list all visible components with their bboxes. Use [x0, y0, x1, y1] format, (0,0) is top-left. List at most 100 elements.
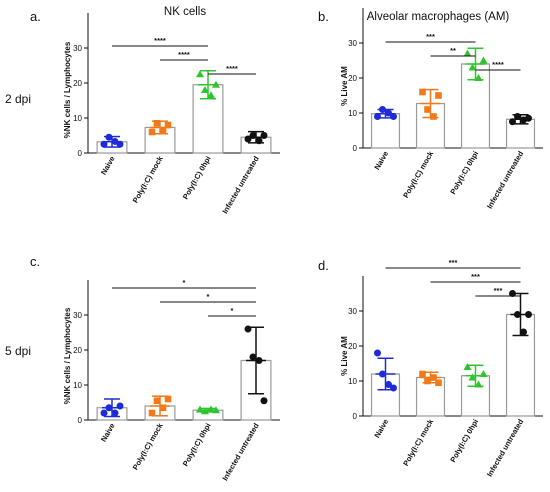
x-tick-label: Poly(I:C) 0hpi — [181, 422, 213, 468]
y-axis-label: % Live AM — [340, 336, 349, 376]
data-point — [201, 86, 209, 93]
y-tick-label: 20 — [348, 342, 357, 351]
data-point — [390, 384, 397, 392]
data-point — [105, 404, 113, 412]
data-point — [463, 49, 472, 57]
x-tick-label: Poly(I:C) 0hpi — [448, 418, 480, 464]
y-tick-label: 30 — [348, 39, 357, 48]
panel-1: a. %NK cells / Lymphocytes 0 10 20 30 Naive Pol… — [30, 9, 280, 215]
significance-label: **** — [492, 60, 504, 69]
x-tick-label: Naive — [99, 422, 117, 444]
data-point — [260, 397, 268, 405]
data-point — [525, 114, 532, 122]
x-tick-label: Infected untreated — [485, 417, 526, 478]
y-tick-label: 10 — [73, 381, 82, 390]
data-point — [419, 370, 426, 378]
significance-label: **** — [226, 64, 238, 73]
data-point — [390, 113, 397, 120]
y-tick-label: 10 — [348, 109, 357, 118]
data-point — [255, 137, 263, 145]
data-point — [419, 88, 426, 96]
data-point — [212, 80, 220, 88]
data-point — [153, 397, 161, 405]
x-tick-label: Poly(I:C) 0hpi — [181, 155, 213, 201]
data-point — [100, 140, 108, 148]
panel-letter: d. — [318, 258, 329, 273]
data-point — [525, 311, 532, 318]
col-title-nk: NK cells — [164, 6, 206, 18]
data-point — [244, 325, 252, 333]
data-point — [255, 357, 263, 364]
data-point — [374, 113, 381, 120]
data-point — [435, 379, 442, 387]
panel-letter: b. — [318, 9, 329, 24]
y-tick-label: 30 — [348, 307, 357, 316]
data-point — [153, 119, 161, 127]
data-point — [249, 353, 257, 361]
y-tick-label: 0 — [353, 412, 358, 421]
x-tick-label: Infected untreated — [485, 149, 526, 210]
y-tick-label: 10 — [348, 377, 357, 386]
data-point — [148, 409, 156, 417]
data-point — [105, 133, 113, 141]
data-point — [116, 140, 124, 148]
data-point — [463, 363, 472, 370]
x-tick-label: Infected untreated — [220, 421, 261, 482]
data-point — [196, 405, 204, 413]
significance-label: *** — [449, 258, 458, 267]
data-point — [474, 74, 483, 81]
x-tick-label: Infected untreated — [220, 154, 261, 215]
data-point — [385, 109, 392, 117]
data-point — [514, 311, 521, 318]
panel-3: c. %NK cells / Lymphocytes 0 10 20 30 Naive Pol… — [30, 254, 280, 482]
data-point — [479, 56, 488, 64]
data-point — [509, 118, 516, 126]
data-point — [100, 409, 108, 417]
y-tick-label: 0 — [353, 144, 358, 153]
data-point — [164, 395, 172, 403]
data-point — [474, 380, 483, 388]
data-point — [207, 91, 215, 99]
significance-label: *** — [471, 272, 480, 281]
data-point — [468, 63, 477, 71]
data-point — [244, 135, 252, 143]
y-axis-label: % Live AM — [340, 66, 349, 106]
y-tick-label: 20 — [348, 74, 357, 83]
panels: a. %NK cells / Lymphocytes 0 10 20 30 Naive Pol… — [30, 8, 543, 482]
significance-label: * — [207, 292, 210, 301]
data-point — [207, 405, 215, 413]
significance-label: * — [183, 278, 186, 287]
data-point — [111, 409, 119, 417]
panel-letter: a. — [30, 9, 41, 24]
x-tick-label: Poly(I:C) 0hpi — [448, 150, 480, 196]
x-tick-label: Naive — [372, 418, 390, 440]
y-tick-label: 20 — [73, 346, 82, 355]
x-tick-label: Poly(I:C) mock — [401, 417, 435, 468]
row-label-2dpi: 2 dpi — [5, 92, 31, 106]
data-point — [520, 328, 527, 336]
x-tick-label: Poly(I:C) mock — [131, 421, 165, 472]
data-point — [424, 377, 431, 385]
significance-label: ** — [450, 46, 456, 55]
data-point — [430, 113, 437, 120]
y-tick-label: 20 — [73, 79, 82, 88]
panel-4: d. % Live AM 0 10 20 30 Naive Poly(I:C) mock Pol… — [318, 258, 543, 478]
data-point — [196, 70, 204, 78]
data-point — [468, 373, 477, 381]
y-tick-label: 30 — [73, 311, 82, 320]
y-tick-label: 10 — [73, 114, 82, 123]
y-tick-label: 0 — [78, 149, 83, 158]
significance-label: *** — [494, 286, 503, 295]
x-tick-label: Naive — [99, 155, 117, 177]
data-point — [509, 290, 516, 297]
data-point — [430, 374, 437, 381]
data-point — [424, 106, 431, 113]
data-point — [374, 349, 381, 357]
y-tick-label: 30 — [73, 44, 82, 53]
panel-2: b. % Live AM 0 10 20 30 Naive Poly(I:C) mock Pol… — [318, 8, 543, 210]
x-tick-label: Poly(I:C) mock — [401, 149, 435, 200]
data-point — [435, 92, 442, 99]
panel-letter: c. — [30, 254, 40, 269]
data-point — [260, 132, 268, 139]
